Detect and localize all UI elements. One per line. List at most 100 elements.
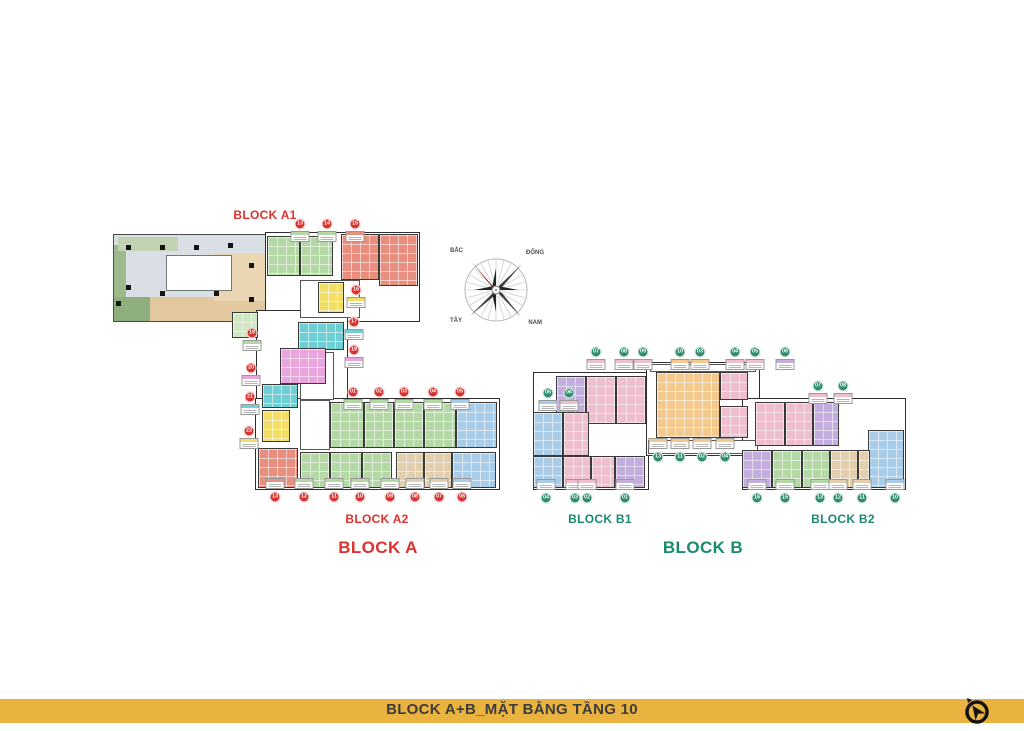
unit-info-label xyxy=(429,478,449,489)
unit-number-badge: 02 xyxy=(696,451,708,463)
unit-number-badge: 02 xyxy=(581,492,593,504)
unit-number-badge: 10 xyxy=(354,491,366,503)
unit-info-label xyxy=(775,479,795,490)
label-block-b: BLOCK B xyxy=(662,538,744,557)
unit-info-label xyxy=(344,329,364,340)
unit-info-label xyxy=(670,438,690,449)
unit-number-badge: 08 xyxy=(618,346,630,358)
column-square xyxy=(249,263,254,268)
column-square xyxy=(160,291,165,296)
apartment-unit xyxy=(591,456,615,488)
unit-number-badge: 06 xyxy=(456,491,468,503)
unit-number-badge: 16 xyxy=(350,284,362,296)
unit-number-badge: 14 xyxy=(321,218,333,230)
unit-number-badge: 06 xyxy=(563,387,575,399)
column-square xyxy=(116,301,121,306)
apartment-unit xyxy=(616,376,646,424)
column-square xyxy=(126,245,131,250)
unit-number-badge: 04 xyxy=(719,451,731,463)
unit-info-label xyxy=(241,375,261,386)
unit-number-badge: 11 xyxy=(328,491,340,503)
apartment-unit xyxy=(379,234,418,286)
unit-info-label xyxy=(885,479,905,490)
column-square xyxy=(126,285,131,290)
unit-info-label xyxy=(828,479,848,490)
apartment-unit xyxy=(720,372,748,400)
apartment-unit xyxy=(424,402,456,448)
unit-number-badge: 07 xyxy=(433,491,445,503)
unit-info-label xyxy=(450,399,470,410)
column-square xyxy=(228,243,233,248)
unit-info-label xyxy=(715,438,735,449)
unit-number-badge: 16 xyxy=(751,492,763,504)
apartment-unit xyxy=(755,402,785,446)
corridor xyxy=(300,400,330,450)
unit-info-label xyxy=(423,399,443,410)
unit-info-label xyxy=(586,359,606,370)
unit-number-badge: 12 xyxy=(298,491,310,503)
unit-number-badge: 10 xyxy=(674,346,686,358)
apartment-unit xyxy=(656,372,720,438)
unit-number-badge: 13 xyxy=(652,451,664,463)
unit-info-label xyxy=(536,479,556,490)
unit-number-badge: 15 xyxy=(349,218,361,230)
apartment-unit xyxy=(341,234,379,280)
unit-number-badge: 03 xyxy=(398,386,410,398)
unit-number-badge: 22 xyxy=(243,425,255,437)
unit-info-label xyxy=(690,359,710,370)
unit-info-label xyxy=(350,478,370,489)
unit-info-label xyxy=(380,478,400,489)
apartment-unit xyxy=(318,282,344,313)
unit-number-badge: 13 xyxy=(269,491,281,503)
column-square xyxy=(249,297,254,302)
unit-info-label xyxy=(745,359,765,370)
unit-info-label xyxy=(808,393,828,404)
amenity-render-area xyxy=(113,234,266,322)
unit-info-label xyxy=(725,359,745,370)
apartment-unit xyxy=(456,402,497,448)
apartment-unit xyxy=(394,402,424,448)
apartment-unit xyxy=(298,322,344,350)
unit-number-badge: 03 xyxy=(694,346,706,358)
compass-label-west: TÂY xyxy=(450,318,462,324)
unit-info-label xyxy=(394,399,414,410)
unit-number-badge: 08 xyxy=(837,380,849,392)
unit-number-badge: 02 xyxy=(373,386,385,398)
unit-number-badge: 15 xyxy=(779,492,791,504)
unit-number-badge: 07 xyxy=(812,380,824,392)
unit-info-label xyxy=(538,400,558,411)
unit-info-label xyxy=(242,340,262,351)
unit-info-label xyxy=(343,399,363,410)
apartment-unit xyxy=(262,410,290,442)
column-square xyxy=(194,245,199,250)
unit-info-label xyxy=(452,478,472,489)
unit-info-label xyxy=(346,297,366,308)
unit-info-label xyxy=(345,231,365,242)
unit-info-label xyxy=(810,479,830,490)
unit-info-label xyxy=(369,399,389,410)
label-block-b2: BLOCK B2 xyxy=(811,512,875,526)
unit-info-label xyxy=(615,479,635,490)
unit-info-label xyxy=(614,359,634,370)
apartment-unit xyxy=(280,348,326,384)
unit-number-badge: 03 xyxy=(569,492,581,504)
column-square xyxy=(160,245,165,250)
unit-number-badge: 01 xyxy=(619,492,631,504)
apartment-unit xyxy=(586,376,616,424)
apartment-unit xyxy=(813,402,839,446)
apartment-unit xyxy=(720,406,748,438)
unit-number-badge: 05 xyxy=(454,386,466,398)
unit-number-badge: 18 xyxy=(348,344,360,356)
unit-info-label xyxy=(833,393,853,404)
apartment-unit xyxy=(868,430,904,488)
unit-number-badge: 07 xyxy=(590,346,602,358)
apartment-unit xyxy=(563,412,589,456)
label-block-a: BLOCK A xyxy=(338,538,418,557)
unit-number-badge: 09 xyxy=(637,346,649,358)
label-block-a2: BLOCK A2 xyxy=(345,512,409,526)
unit-info-label xyxy=(692,438,712,449)
compass-rose: BẮC ĐÔNG TÂY NAM xyxy=(448,240,544,336)
unit-number-badge: 10 xyxy=(889,492,901,504)
unit-info-label xyxy=(324,478,344,489)
